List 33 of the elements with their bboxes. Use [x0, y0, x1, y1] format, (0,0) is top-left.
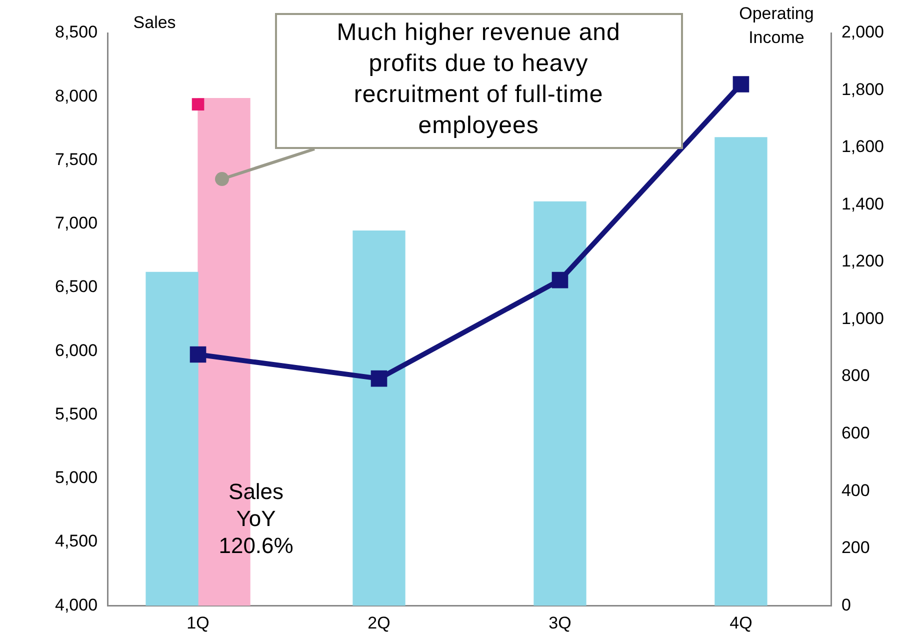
- y2-tick-label: 1,000: [841, 308, 884, 328]
- y-tick-label: 6,500: [54, 277, 98, 296]
- y-tick-label: 8,500: [54, 22, 98, 42]
- y2-tick-label: 2,000: [841, 22, 884, 42]
- y2-tick-label: 1,200: [841, 252, 884, 271]
- point: [190, 346, 206, 363]
- y-tick-label: 6,000: [54, 340, 98, 360]
- y2-tick-label: 400: [841, 480, 870, 500]
- y-tick-label: 7,000: [54, 214, 98, 233]
- y-tick-label: 5,000: [54, 468, 98, 488]
- point: [732, 76, 750, 92]
- y2-tick-label: 1,400: [841, 194, 884, 214]
- y-tick-label: 4,000: [54, 595, 98, 614]
- y-axis-title: Sales: [133, 13, 176, 32]
- x-tick-label: 4Q: [730, 613, 752, 632]
- y2-tick-label: 800: [841, 366, 870, 386]
- point: [552, 272, 568, 288]
- y-tick-label: 8,000: [54, 86, 98, 106]
- x-tick-label: 2Q: [368, 613, 390, 632]
- y2-tick-label: 600: [841, 424, 870, 443]
- point: [370, 370, 388, 387]
- y2-tick-label: 0: [841, 595, 851, 614]
- y2-tick-label: 200: [841, 538, 870, 558]
- y2-tick-label: 1,600: [841, 137, 884, 156]
- y-tick-label: 7,500: [54, 150, 98, 169]
- x-tick-label: 1Q: [186, 613, 210, 632]
- y-tick-label: 4,500: [54, 532, 98, 551]
- y2-tick-label: 1,800: [841, 80, 884, 99]
- annotation: Sales YoY 120.6%: [218, 478, 294, 558]
- y-tick-label: 5,500: [54, 404, 98, 424]
- point: [192, 98, 204, 110]
- y2-axis-title: Operating Income: [739, 4, 814, 47]
- x-tick-label: 3Q: [548, 613, 572, 632]
